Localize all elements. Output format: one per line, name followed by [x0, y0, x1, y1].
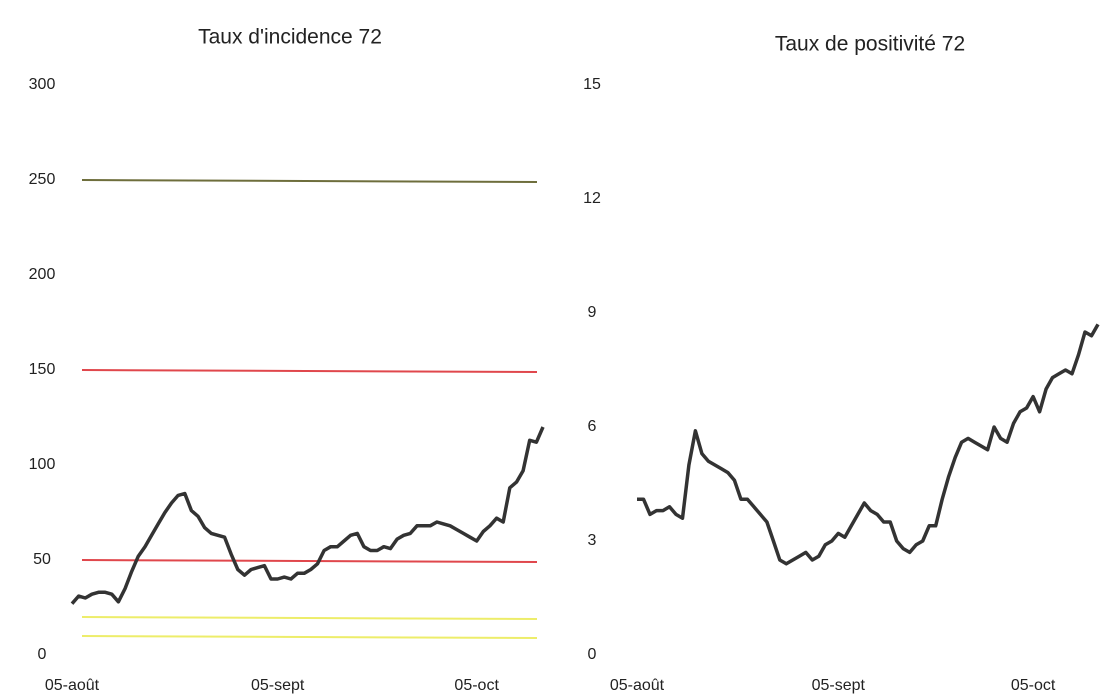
y-tick-label: 200 — [29, 266, 56, 283]
x-tick-label: 05-sept — [251, 677, 305, 694]
x-tick-label: 05-août — [610, 677, 665, 694]
data-line — [70, 426, 545, 605]
x-tick-label: 05-août — [45, 677, 100, 694]
y-tick-label: 0 — [588, 646, 597, 663]
data-line — [637, 323, 1100, 566]
y-tick-label: 100 — [29, 456, 56, 473]
y-tick-label: 9 — [588, 304, 597, 321]
y-tick-label: 250 — [29, 171, 56, 188]
threshold-line — [81, 559, 538, 563]
y-tick-label: 15 — [583, 76, 601, 93]
threshold-line — [81, 635, 538, 639]
y-tick-label: 12 — [583, 190, 601, 207]
chart-title: Taux de positivité 72 — [775, 33, 965, 56]
chart-title: Taux d'incidence 72 — [198, 26, 382, 49]
threshold-line — [81, 369, 538, 373]
y-tick-label: 3 — [588, 532, 597, 549]
x-tick-label: 05-oct — [1011, 677, 1056, 694]
y-tick-label: 150 — [29, 361, 56, 378]
y-tick-label: 50 — [33, 551, 51, 568]
x-tick-label: 05-oct — [454, 677, 499, 694]
y-tick-label: 6 — [588, 418, 597, 435]
y-tick-label: 300 — [29, 76, 56, 93]
threshold-line — [81, 179, 538, 183]
y-tick-label: 0 — [38, 646, 47, 663]
x-tick-label: 05-sept — [812, 677, 866, 694]
threshold-line — [81, 616, 538, 620]
